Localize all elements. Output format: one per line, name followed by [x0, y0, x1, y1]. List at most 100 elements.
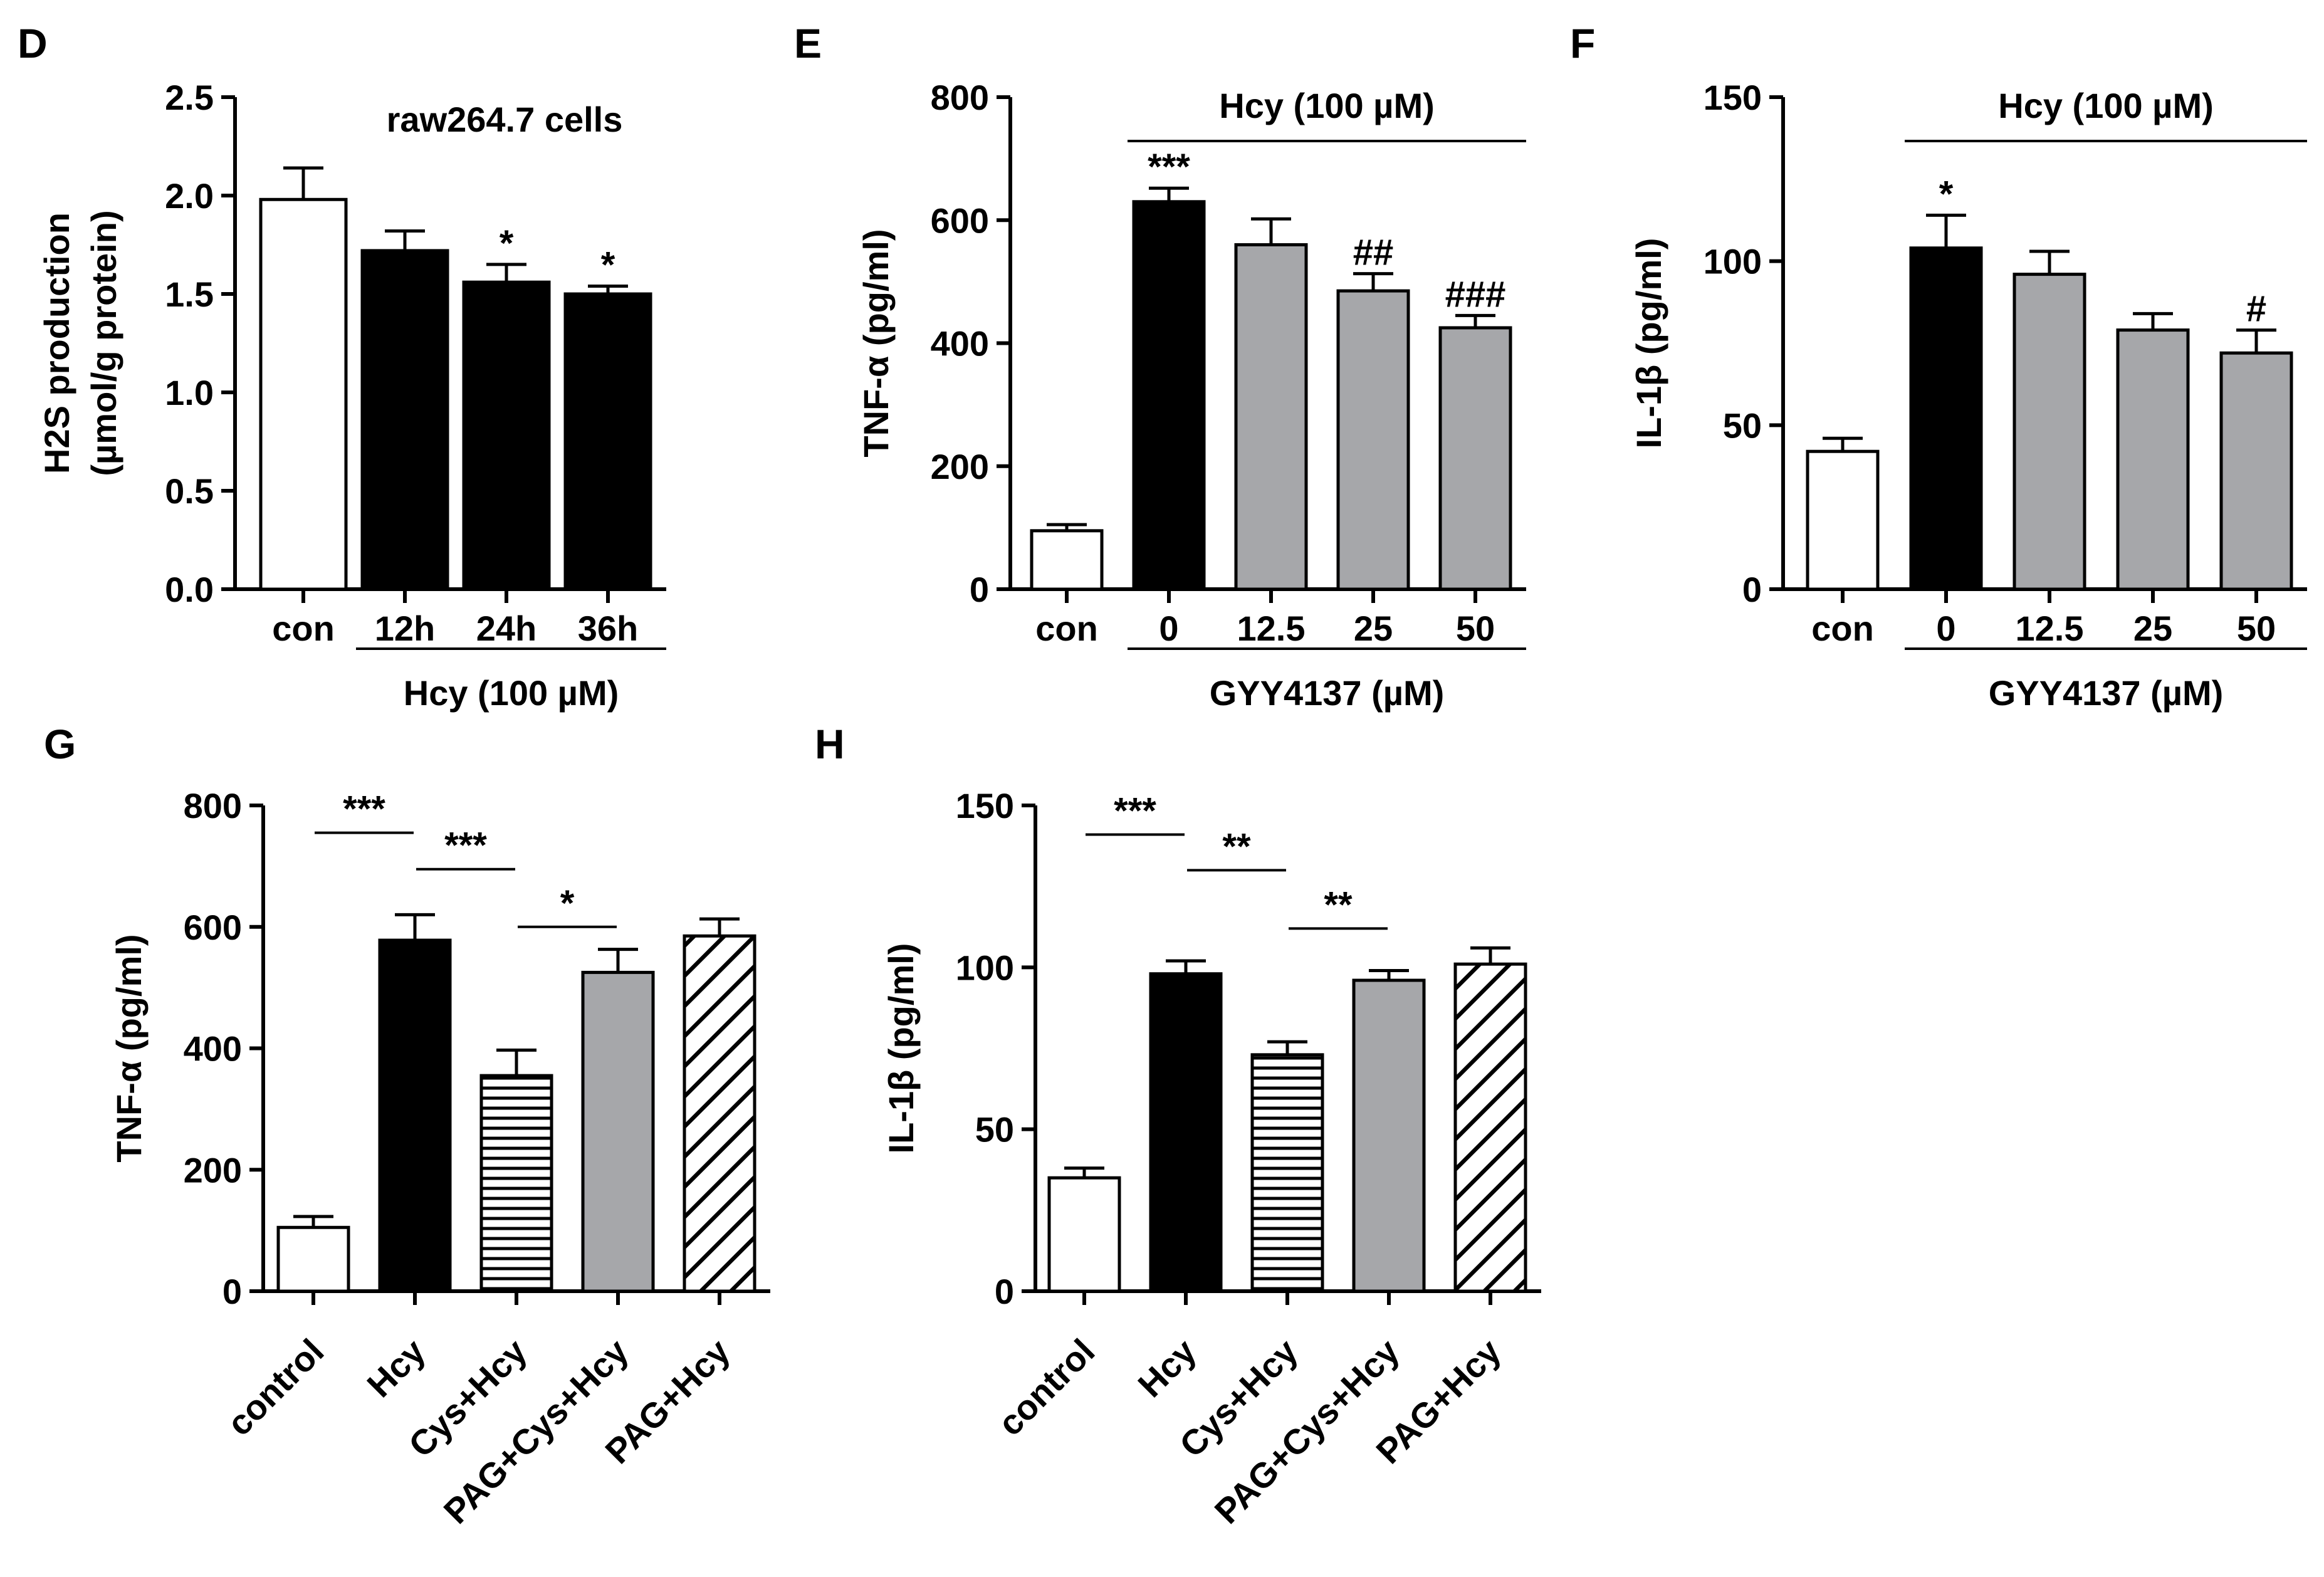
panel-letter-h: H [815, 721, 845, 767]
bar [2116, 328, 2190, 591]
significance-label: # [2246, 289, 2266, 330]
y-axis-label: IL-1β (pg/ml) [881, 943, 921, 1154]
x-category-label: 50 [1456, 609, 1495, 648]
x-category-label: 25 [2133, 609, 2172, 648]
bar [479, 1074, 553, 1293]
bottom-group-label: Hcy (100 µM) [404, 673, 619, 713]
y-tick-label: 0 [1742, 570, 1762, 609]
y-tick-label: 2.0 [165, 176, 214, 216]
y-tick-label: 1.0 [165, 373, 214, 412]
panel-letter-g: G [44, 721, 76, 767]
bar [360, 249, 449, 591]
y-axis-label: H2S production [37, 212, 76, 474]
y-tick-label: 100 [1704, 242, 1762, 281]
bar [1132, 200, 1206, 591]
significance-label: * [601, 244, 615, 285]
y-tick-label: 400 [931, 324, 989, 364]
bar [1250, 1053, 1324, 1293]
x-category-label: 0 [1936, 609, 1955, 648]
comparison-label: *** [444, 825, 487, 866]
x-category-label: 25 [1354, 609, 1393, 648]
x-category-label: control [990, 1331, 1102, 1443]
panel-f-chart: 0 50 100 150 * # con 0 12.5 25 50 IL-1β (pg/ml) Hcy … [1629, 78, 2307, 713]
bar [1234, 243, 1308, 591]
comparison-label: * [560, 883, 575, 924]
x-category-label: con [1035, 609, 1098, 648]
bar [259, 197, 348, 591]
x-category-label: con [1811, 609, 1874, 648]
significance-label: *** [1148, 147, 1190, 187]
y-tick-label: 0 [222, 1272, 242, 1311]
y-tick-label: 600 [184, 908, 242, 947]
bar [563, 292, 652, 591]
x-category-label: PAG+Cys+Hcy [436, 1331, 636, 1531]
bar [378, 938, 452, 1293]
panel-letters: D E F G H [18, 20, 1595, 767]
y-tick-label: 50 [1723, 406, 1762, 445]
bar [1909, 246, 1983, 591]
x-category-label: 12.5 [2016, 609, 2084, 648]
y-tick-label: 0 [970, 570, 989, 609]
y-tick-label: 800 [931, 78, 989, 117]
y-tick-label: 0.5 [165, 471, 214, 511]
bar [2219, 351, 2293, 591]
bottom-group-label: GYY4137 (µM) [1210, 673, 1445, 713]
x-category-label: Hcy [359, 1331, 432, 1405]
y-tick-label: 100 [956, 948, 1014, 987]
top-group-label: Hcy (100 µM) [1219, 86, 1435, 125]
x-category-label: PAG+Cys+Hcy [1207, 1331, 1407, 1531]
bar [1336, 289, 1410, 591]
y-axis-label: TNF-α (pg/ml) [856, 229, 896, 457]
chart-title: raw264.7 cells [387, 100, 623, 139]
comparison-label: *** [343, 789, 385, 830]
y-tick-label: 150 [956, 786, 1014, 825]
x-category-label: 12h [375, 609, 436, 648]
y-tick-label: 400 [184, 1029, 242, 1069]
y-tick-label: 2.5 [165, 78, 214, 117]
x-category-label: 36h [578, 609, 639, 648]
panel-letter-e: E [794, 20, 822, 66]
x-category-label: 24h [476, 609, 537, 648]
bar [2013, 273, 2086, 591]
y-tick-label: 150 [1704, 78, 1762, 117]
bar [462, 280, 551, 591]
bar [1806, 449, 1880, 591]
x-category-label: 0 [1159, 609, 1178, 648]
comparison-label: *** [1114, 791, 1156, 832]
significance-label: * [500, 223, 514, 264]
bar [1047, 1176, 1121, 1293]
panel-d-chart: 0.0 0.5 1.0 1.5 2.0 2.5 * * con 12h 24h 36h H2S prod… [37, 78, 666, 713]
x-category-label: 50 [2237, 609, 2276, 648]
y-tick-label: 600 [931, 201, 989, 240]
panel-letter-d: D [18, 20, 48, 66]
y-axis-label: IL-1β (pg/ml) [1629, 238, 1668, 449]
significance-label: * [1939, 174, 1954, 214]
x-category-label: Hcy [1130, 1331, 1203, 1405]
y-tick-label: 50 [975, 1110, 1014, 1150]
bar [1149, 972, 1223, 1293]
bar [1453, 962, 1527, 1293]
y-tick-label: 1.5 [165, 275, 214, 314]
y-axis-label-units: (µmol/g protein) [84, 210, 123, 476]
comparison-label: ** [1222, 826, 1251, 867]
bar [1352, 978, 1426, 1293]
y-tick-label: 0 [995, 1272, 1014, 1311]
y-tick-label: 200 [931, 447, 989, 486]
x-category-label: control [219, 1331, 332, 1443]
bar [581, 970, 655, 1293]
top-group-label: Hcy (100 µM) [1998, 86, 2214, 125]
bar [1438, 326, 1512, 591]
y-tick-label: 800 [184, 786, 242, 825]
y-tick-label: 0.0 [165, 570, 214, 609]
significance-label: ## [1353, 233, 1394, 273]
x-category-label: con [272, 609, 335, 648]
comparison-label: ** [1324, 884, 1353, 925]
bar [683, 934, 756, 1293]
bar [1030, 529, 1104, 591]
x-category-label: 12.5 [1237, 609, 1306, 648]
bar [276, 1225, 350, 1293]
